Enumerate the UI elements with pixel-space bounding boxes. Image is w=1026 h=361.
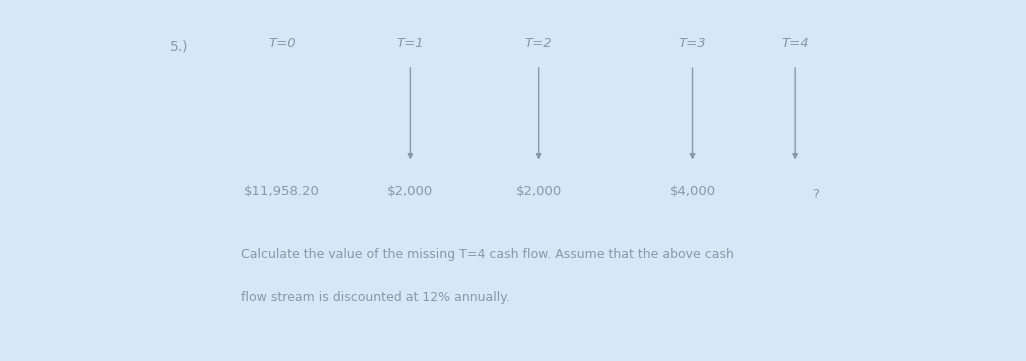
Text: ?: ? — [813, 188, 819, 201]
Text: T=2: T=2 — [525, 37, 552, 50]
Text: $2,000: $2,000 — [515, 185, 562, 198]
Text: T=3: T=3 — [679, 37, 706, 50]
Text: $4,000: $4,000 — [670, 185, 715, 198]
Text: T=1: T=1 — [397, 37, 424, 50]
Text: $11,958.20: $11,958.20 — [244, 185, 320, 198]
Text: T=4: T=4 — [782, 37, 808, 50]
Text: $2,000: $2,000 — [387, 185, 434, 198]
Text: Calculate the value of the missing T=4 cash flow. Assume that the above cash: Calculate the value of the missing T=4 c… — [241, 248, 734, 261]
Text: flow stream is discounted at 12% annually.: flow stream is discounted at 12% annuall… — [241, 291, 510, 304]
Text: T=0: T=0 — [269, 37, 295, 50]
Text: 5.): 5.) — [170, 40, 189, 54]
